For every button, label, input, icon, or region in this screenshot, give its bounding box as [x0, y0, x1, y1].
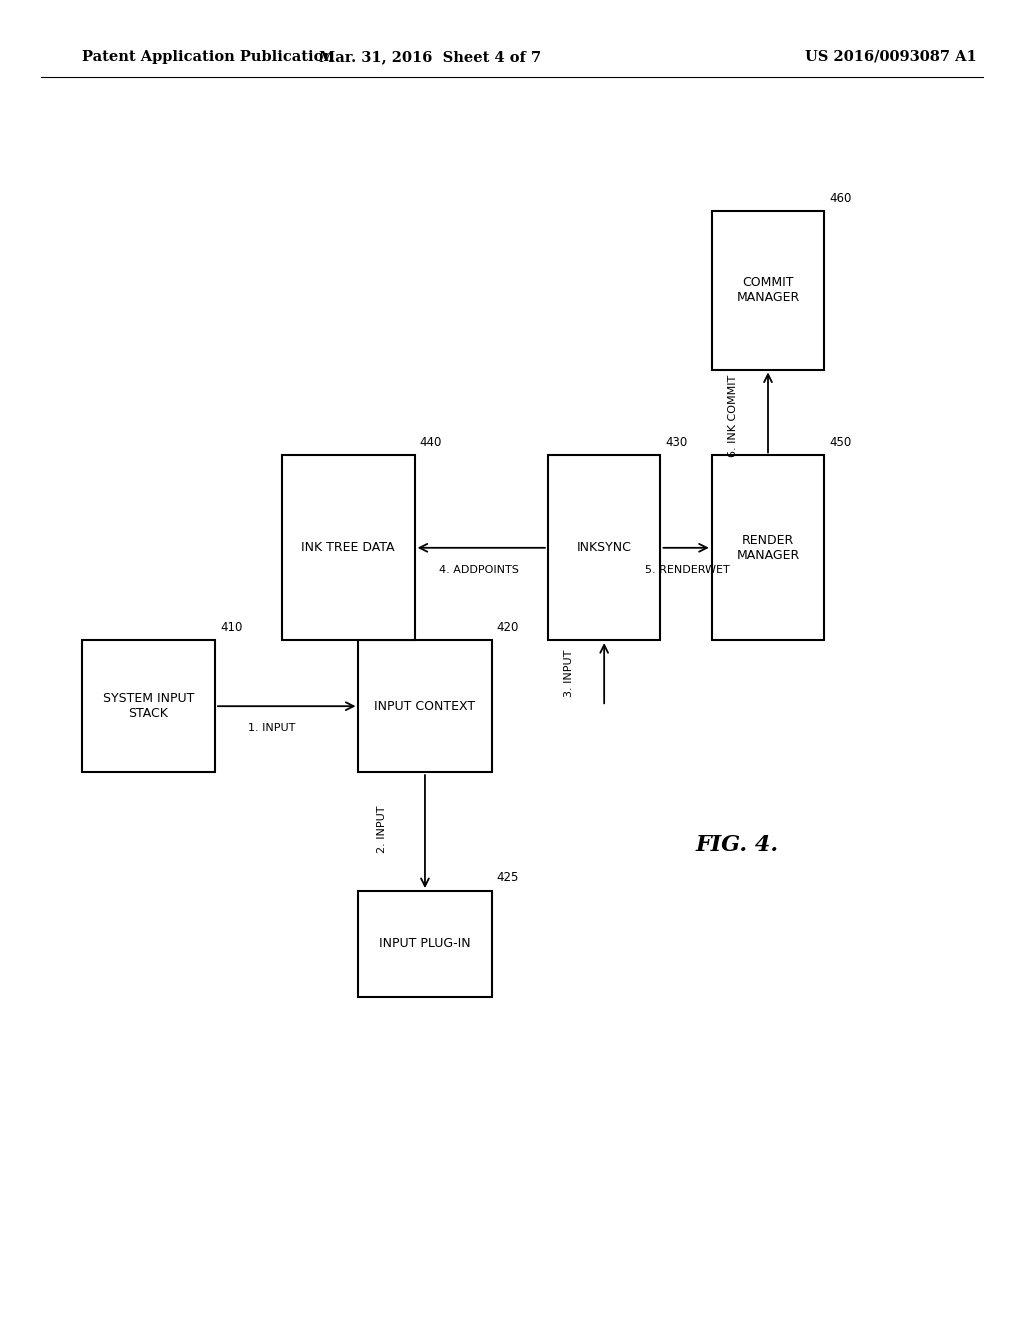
FancyBboxPatch shape — [358, 891, 492, 997]
Text: 3. INPUT: 3. INPUT — [564, 649, 574, 697]
Text: INPUT PLUG-IN: INPUT PLUG-IN — [379, 937, 471, 950]
Text: SYSTEM INPUT
STACK: SYSTEM INPUT STACK — [102, 692, 195, 721]
Text: 6. INK COMMIT: 6. INK COMMIT — [728, 375, 738, 457]
Text: 4. ADDPOINTS: 4. ADDPOINTS — [439, 565, 519, 576]
FancyBboxPatch shape — [712, 455, 824, 640]
Text: 5. RENDERWET: 5. RENDERWET — [645, 565, 729, 576]
FancyBboxPatch shape — [712, 211, 824, 370]
Text: 1. INPUT: 1. INPUT — [248, 723, 295, 734]
Text: Mar. 31, 2016  Sheet 4 of 7: Mar. 31, 2016 Sheet 4 of 7 — [319, 50, 541, 63]
FancyBboxPatch shape — [548, 455, 660, 640]
Text: INPUT CONTEXT: INPUT CONTEXT — [375, 700, 475, 713]
Text: RENDER
MANAGER: RENDER MANAGER — [736, 533, 800, 562]
Text: 2. INPUT: 2. INPUT — [377, 805, 387, 853]
FancyBboxPatch shape — [282, 455, 415, 640]
Text: COMMIT
MANAGER: COMMIT MANAGER — [736, 276, 800, 305]
Text: US 2016/0093087 A1: US 2016/0093087 A1 — [805, 50, 977, 63]
Text: 460: 460 — [829, 191, 852, 205]
Text: 420: 420 — [497, 620, 519, 634]
FancyBboxPatch shape — [358, 640, 492, 772]
Text: FIG. 4.: FIG. 4. — [695, 834, 779, 855]
Text: 450: 450 — [829, 436, 852, 449]
Text: 440: 440 — [420, 436, 442, 449]
Text: 410: 410 — [220, 620, 243, 634]
Text: INK TREE DATA: INK TREE DATA — [301, 541, 395, 554]
Text: 425: 425 — [497, 871, 519, 884]
FancyBboxPatch shape — [82, 640, 215, 772]
Text: Patent Application Publication: Patent Application Publication — [82, 50, 334, 63]
Text: 430: 430 — [666, 436, 688, 449]
Text: INKSYNC: INKSYNC — [577, 541, 632, 554]
